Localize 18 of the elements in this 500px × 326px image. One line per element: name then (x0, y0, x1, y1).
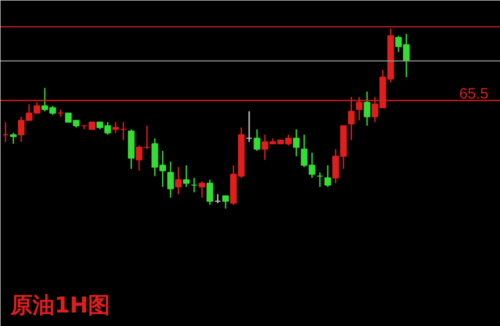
text: 原油1H图 (10, 294, 110, 318)
candlestick (324, 164, 332, 188)
candlestick (316, 172, 324, 188)
candlestick (198, 180, 206, 198)
candlestick (292, 128, 300, 157)
candlestick (214, 193, 222, 204)
candlestick (254, 128, 260, 152)
candlestick (206, 179, 214, 206)
candlestick (246, 110, 252, 143)
candlestick (10, 132, 17, 144)
candlestick (2, 121, 9, 143)
candlestick (190, 177, 198, 193)
candlestick (364, 90, 370, 126)
text: 65.5 (459, 86, 489, 102)
candlestick (167, 161, 174, 198)
candlestick (182, 164, 190, 188)
candlestick (175, 166, 182, 195)
candlestick (222, 195, 229, 210)
